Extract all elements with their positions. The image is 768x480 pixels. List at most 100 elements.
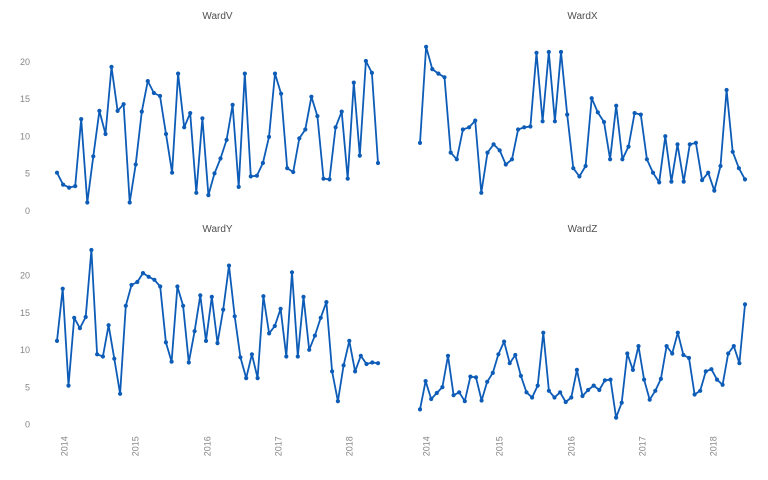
data-point-marker: [238, 355, 243, 360]
data-point-marker: [309, 94, 314, 99]
data-point-marker: [249, 352, 254, 357]
data-point-marker: [591, 383, 596, 388]
data-point-marker: [467, 125, 472, 130]
data-point-marker: [112, 356, 117, 361]
data-point-marker: [83, 314, 88, 320]
data-point-marker: [335, 399, 340, 404]
data-point-marker: [272, 323, 277, 329]
data-point-marker: [192, 329, 197, 334]
data-point-marker: [602, 378, 607, 383]
data-point-marker: [681, 352, 686, 358]
data-point-marker: [513, 352, 518, 358]
data-point-marker: [109, 64, 114, 69]
data-point-marker: [509, 157, 515, 162]
data-point-marker: [516, 127, 521, 132]
data-point-marker: [692, 392, 697, 397]
data-point-marker: [535, 383, 540, 388]
wardv-plot: 0 5 10 15 20: [20, 57, 381, 216]
y-tick-label: 5: [25, 382, 30, 392]
data-point-marker: [440, 385, 445, 390]
data-point-marker: [221, 307, 226, 312]
y-tick-label: 15: [20, 94, 30, 104]
x-tick-label: 2014: [60, 436, 70, 456]
data-point-marker: [186, 360, 191, 365]
data-point-marker: [369, 70, 374, 75]
data-point-marker: [473, 375, 479, 380]
x-tick-label: 2017: [274, 436, 284, 456]
data-point-marker: [324, 300, 329, 305]
wardx-plot: [417, 44, 748, 195]
wardz-series-markers: [417, 302, 748, 420]
data-point-marker: [434, 390, 439, 396]
data-point-marker: [552, 119, 557, 124]
data-point-marker: [647, 397, 652, 402]
data-point-marker: [279, 91, 284, 96]
data-point-marker: [364, 361, 369, 367]
data-point-marker: [714, 377, 720, 382]
data-point-marker: [232, 314, 237, 319]
data-point-marker: [242, 71, 247, 76]
wardy-plot: 0 5 10 15 20 2014 2015 2016 2017 2018: [20, 247, 381, 456]
data-point-marker: [188, 111, 193, 116]
data-point-marker: [226, 263, 232, 268]
data-point-marker: [546, 49, 551, 55]
data-point-marker: [363, 58, 368, 64]
data-point-marker: [595, 110, 600, 115]
data-point-marker: [608, 157, 613, 162]
data-point-marker: [496, 352, 501, 357]
data-point-marker: [312, 333, 317, 338]
data-point-marker: [194, 190, 199, 195]
data-point-marker: [558, 390, 563, 395]
data-point-marker: [445, 353, 451, 358]
data-point-marker: [580, 393, 585, 399]
data-point-marker: [686, 355, 692, 361]
data-point-marker: [297, 136, 302, 141]
data-point-marker: [169, 359, 174, 364]
data-point-marker: [129, 282, 134, 288]
data-point-marker: [552, 395, 557, 400]
data-point-marker: [650, 170, 656, 175]
data-point-marker: [206, 193, 211, 198]
wardx-title: WardX: [567, 11, 598, 22]
data-point-marker: [653, 388, 658, 393]
data-point-marker: [333, 125, 338, 130]
data-point-marker: [89, 247, 94, 253]
data-point-marker: [479, 190, 484, 195]
data-point-marker: [321, 176, 326, 181]
data-point-marker: [95, 352, 100, 357]
data-point-marker: [601, 119, 607, 125]
data-point-marker: [54, 338, 60, 343]
data-point-marker: [103, 131, 108, 137]
data-point-marker: [152, 277, 157, 282]
data-point-marker: [485, 150, 490, 155]
data-point-marker: [737, 361, 742, 366]
data-point-marker: [106, 323, 111, 328]
x-tick-label: 2017: [637, 436, 647, 456]
data-point-marker: [61, 182, 66, 187]
wardz-series-line: [419, 303, 746, 419]
data-point-marker: [730, 149, 735, 154]
data-point-marker: [479, 398, 484, 403]
data-point-marker: [176, 71, 181, 76]
data-point-marker: [541, 330, 546, 335]
data-point-marker: [524, 390, 529, 395]
wardz-title: WardZ: [567, 224, 598, 235]
data-point-marker: [375, 361, 381, 366]
data-point-marker: [100, 354, 105, 359]
data-point-marker: [491, 142, 496, 147]
data-point-marker: [175, 284, 180, 289]
data-point-marker: [485, 379, 490, 384]
data-point-marker: [693, 140, 698, 145]
data-point-marker: [358, 353, 363, 358]
data-point-marker: [135, 279, 140, 285]
data-point-marker: [468, 374, 473, 379]
data-point-marker: [133, 162, 138, 167]
data-point-marker: [497, 148, 502, 153]
data-point-marker: [625, 351, 630, 356]
data-point-marker: [115, 108, 120, 113]
data-point-marker: [522, 125, 527, 130]
x-tick-label: 2016: [202, 436, 212, 456]
data-point-marker: [430, 67, 435, 72]
data-point-marker: [558, 49, 564, 55]
data-point-marker: [307, 347, 312, 352]
